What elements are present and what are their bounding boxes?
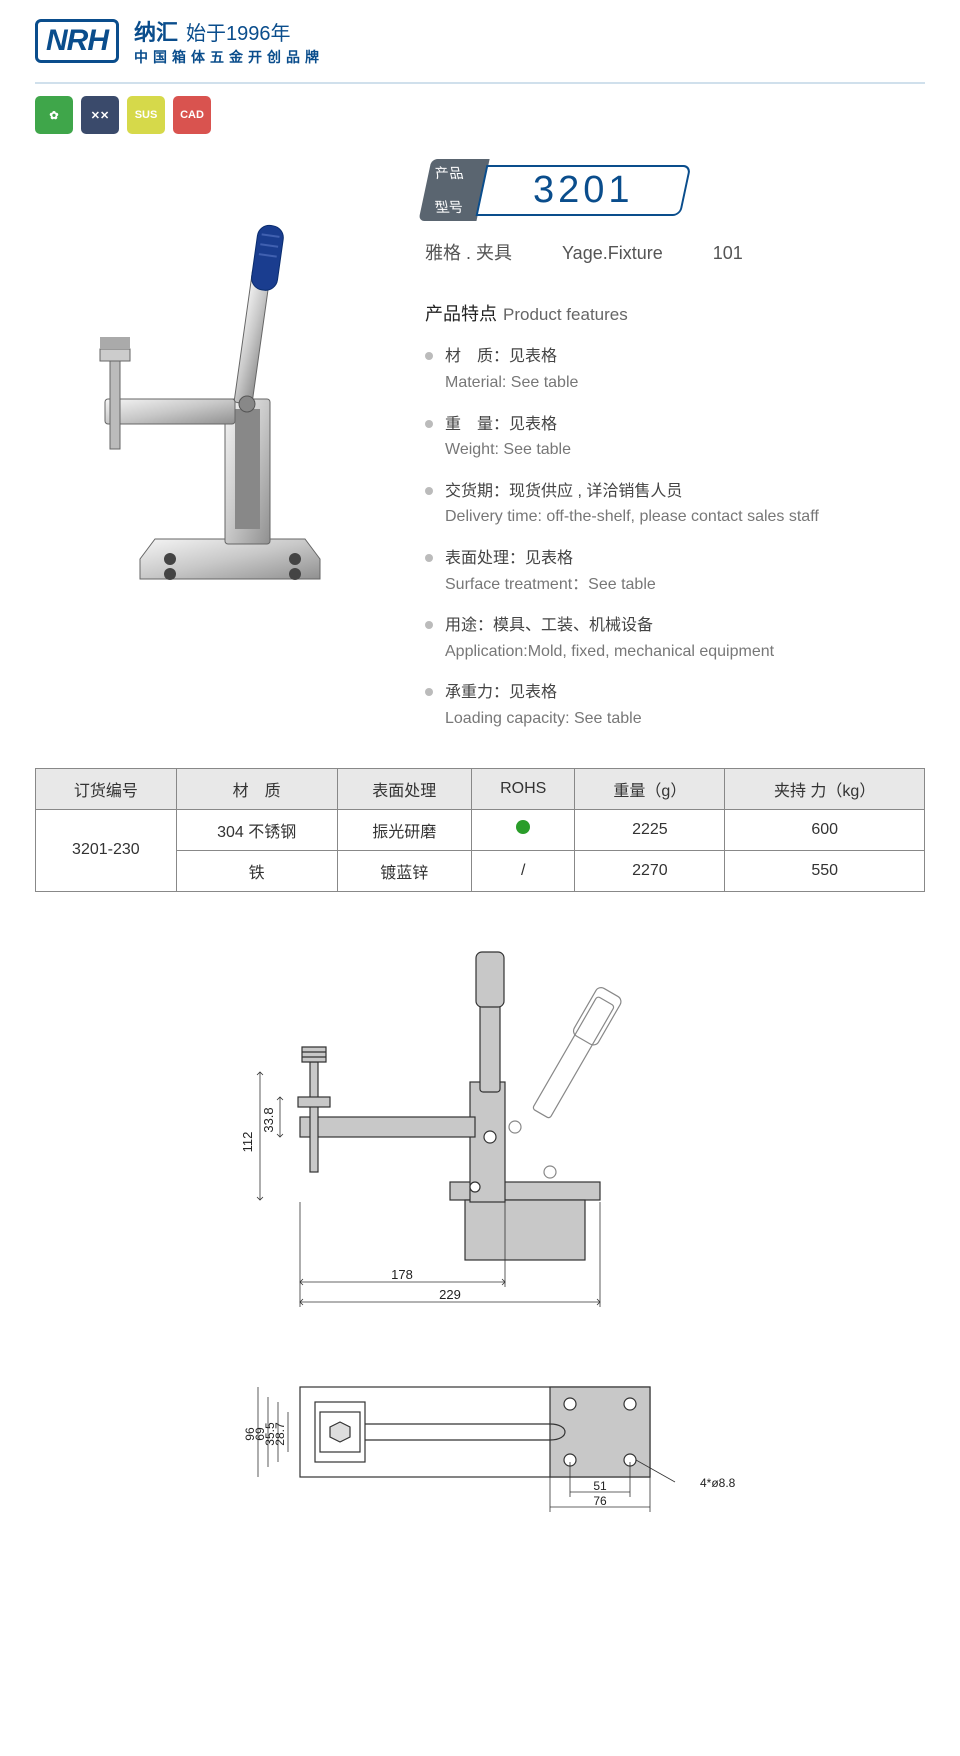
svg-text:112: 112	[240, 1131, 255, 1152]
divider	[35, 82, 925, 84]
product-image	[35, 209, 395, 609]
table-header: ROHS	[472, 768, 575, 809]
svg-text:33.8: 33.8	[261, 1107, 276, 1132]
feature-item: 交货期：现货供应 , 详洽销售人员Delivery time: off-the-…	[425, 479, 925, 530]
feature-item: 重 量：见表格Weight: See table	[425, 412, 925, 463]
brand-text: 纳汇始于1996年 中国箱体五金开创品牌	[134, 15, 324, 67]
model-row: 产品型号 3201	[425, 159, 925, 221]
svg-text:178: 178	[391, 1267, 413, 1282]
header: NRH 纳汇始于1996年 中国箱体五金开创品牌	[35, 15, 925, 67]
logo: NRH	[35, 19, 119, 63]
feature-item: 材 质：见表格Material: See table	[425, 344, 925, 395]
feature-item: 承重力：见表格Loading capacity: See table	[425, 680, 925, 731]
icon-row: ✿✕✕SUSCAD	[35, 96, 925, 134]
svg-text:51: 51	[593, 1479, 607, 1493]
table-header: 订货编号	[36, 768, 177, 809]
svg-text:4*ø8.8: 4*ø8.8	[700, 1476, 736, 1490]
table-header: 夹持 力（kg）	[725, 768, 925, 809]
svg-text:229: 229	[439, 1287, 461, 1302]
technical-drawings: 33.8 112 178 229	[35, 922, 925, 1572]
spec-table: 订货编号材 质表面处理ROHS重量（g）夹持 力（kg） 3201-230304…	[35, 768, 925, 892]
subtitle: 雅格 . 夹具Yage.Fixture101	[425, 239, 925, 265]
badge-icon: CAD	[173, 96, 211, 134]
svg-text:96: 96	[243, 1427, 257, 1441]
table-row: 3201-230304 不锈钢振光研磨2225600	[36, 809, 925, 850]
features-title: 产品特点Product features	[425, 300, 925, 326]
badge-icon: SUS	[127, 96, 165, 134]
features-list: 材 质：见表格Material: See table 重 量：见表格Weight:…	[425, 344, 925, 731]
badge-icon: ✕✕	[81, 96, 119, 134]
badge-icon: ✿	[35, 96, 73, 134]
table-header: 重量（g）	[575, 768, 725, 809]
svg-text:76: 76	[593, 1494, 607, 1508]
feature-item: 用途：模具、工装、机械设备Application:Mold, fixed, me…	[425, 613, 925, 664]
product-info: 产品型号 3201 雅格 . 夹具Yage.Fixture101 产品特点Pro…	[425, 159, 925, 748]
table-header: 表面处理	[337, 768, 471, 809]
table-header: 材 质	[176, 768, 337, 809]
feature-item: 表面处理：见表格Surface treatment：See table	[425, 546, 925, 597]
